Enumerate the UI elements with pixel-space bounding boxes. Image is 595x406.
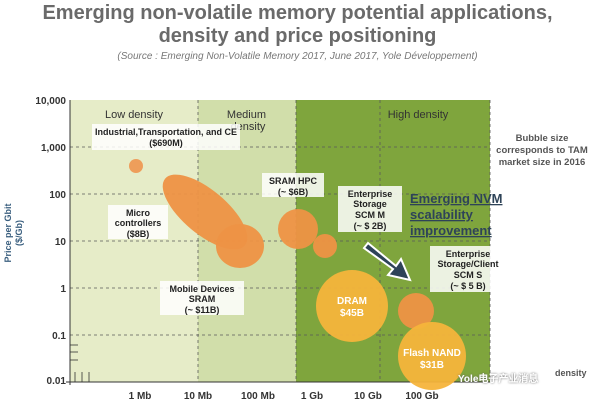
bubble-industrial-transportation-and-ce xyxy=(129,159,143,173)
label-enterprise-m-line4: (~ $ 2B) xyxy=(354,221,387,231)
label-enterprise-m-line1: Enterprise xyxy=(348,189,393,199)
y-tick-10000: 10,000 xyxy=(35,96,66,107)
label-industrial-line1: Industrial,Transportation, and CE xyxy=(95,127,237,137)
label-enterprise-s: Enterprise Storage/Client SCM S (~ $ 5 B… xyxy=(430,246,506,292)
bubble-inner-labels: DRAM $45B Flash NAND $31B xyxy=(337,296,461,371)
y-tick-0.01: 0.01 xyxy=(47,376,67,387)
x-tick-labels: 1 Mb 10 Mb 100 Mb 1 Gb 10 Gb 100 Gb xyxy=(129,391,439,402)
title-line-1: Emerging non-volatile memory potential a… xyxy=(42,2,553,24)
label-enterprise-s-line2: Storage/Client xyxy=(437,259,498,269)
label-enterprise-m: Enterprise Storage SCM M (~ $ 2B) xyxy=(338,186,402,232)
y-tick-1000: 1,000 xyxy=(41,143,66,154)
bubble-size-note: Bubble size corresponds to TAM market si… xyxy=(496,133,588,168)
label-enterprise-s-line3: SCM S xyxy=(454,270,483,280)
label-sram-hpc-line2: (~ $6B) xyxy=(278,187,308,197)
region-label-medium-line1: Medium xyxy=(227,109,266,121)
bubble-mobile-devices-sram xyxy=(216,224,264,268)
label-sram-hpc-line1: SRAM HPC xyxy=(269,176,318,186)
x-tick-100gb: 100 Gb xyxy=(405,391,438,402)
region-labels: Low density Medium density High density xyxy=(105,109,449,133)
label-enterprise-s-line1: Enterprise xyxy=(446,249,491,259)
emerging-nvm-line3: improvement xyxy=(410,223,492,238)
label-industrial: Industrial,Transportation, and CE ($690M… xyxy=(92,124,240,150)
label-enterprise-m-line3: SCM M xyxy=(355,210,385,220)
emerging-nvm-label: Emerging NVM scalability improvement xyxy=(410,191,502,238)
label-sram-hpc: SRAM HPC (~ $6B) xyxy=(262,173,324,197)
y-tick-labels: 10,000 1,000 100 10 1 0.1 0.01 xyxy=(35,96,66,387)
emerging-nvm-line2: scalability xyxy=(410,207,474,222)
bubble-enterprise-storage-scm-m xyxy=(313,234,337,258)
region-label-high: High density xyxy=(388,109,449,121)
bubble-enterprise-storage-client-scm-s xyxy=(398,293,434,329)
x-tick-1gb: 1 Gb xyxy=(301,391,323,402)
label-dram-line2: $45B xyxy=(340,308,364,319)
label-mobile-line2: SRAM xyxy=(189,294,216,304)
x-tick-1mb: 1 Mb xyxy=(129,391,152,402)
emerging-nvm-line1: Emerging NVM xyxy=(410,191,502,206)
chart-source: (Source : Emerging Non-Volatile Memory 2… xyxy=(117,51,478,62)
scalability-arrow xyxy=(362,241,412,282)
bubble-labels: Industrial,Transportation, and CE ($690M… xyxy=(92,124,506,315)
title-line-2: density and price positioning xyxy=(158,25,437,47)
bubble-flash-nand xyxy=(398,322,466,390)
label-micro-line3: ($8B) xyxy=(127,229,150,239)
watermark: Yole电子产业消息 xyxy=(458,374,539,385)
x-axis-extra-label: density xyxy=(555,368,587,378)
y-axis-label: Price per Gbit ($/Gb) xyxy=(3,203,24,263)
label-enterprise-m-line2: Storage xyxy=(353,199,387,209)
x-tick-100mb: 100 Mb xyxy=(241,391,275,402)
region-label-low: Low density xyxy=(105,109,164,121)
label-mobile-line3: (~ $11B) xyxy=(185,305,220,315)
chart-title: Emerging non-volatile memory potential a… xyxy=(0,2,595,48)
y-tick-1: 1 xyxy=(60,284,66,295)
y-tick-100: 100 xyxy=(49,190,66,201)
label-micro-line2: controllers xyxy=(115,218,162,228)
label-industrial-line2: ($690M) xyxy=(149,138,183,148)
label-mobile-line1: Mobile Devices xyxy=(169,284,234,294)
bubble-dram xyxy=(316,270,388,342)
label-enterprise-s-line4: (~ $ 5 B) xyxy=(450,281,485,291)
x-tick-10gb: 10 Gb xyxy=(354,391,382,402)
label-mobile: Mobile Devices SRAM (~ $11B) xyxy=(160,281,244,315)
bubble-sram-hpc xyxy=(278,209,318,249)
y-tick-0.1: 0.1 xyxy=(52,331,66,342)
label-micro: Micro controllers ($8B) xyxy=(108,205,168,239)
x-tick-10mb: 10 Mb xyxy=(184,391,212,402)
label-micro-line1: Micro xyxy=(126,208,151,218)
bubbles xyxy=(129,159,466,390)
label-nand-line2: $31B xyxy=(420,360,444,371)
minor-ticks xyxy=(70,344,90,382)
label-dram-line1: DRAM xyxy=(337,296,367,307)
y-tick-10: 10 xyxy=(55,237,67,248)
label-nand-line1: Flash NAND xyxy=(403,348,461,359)
